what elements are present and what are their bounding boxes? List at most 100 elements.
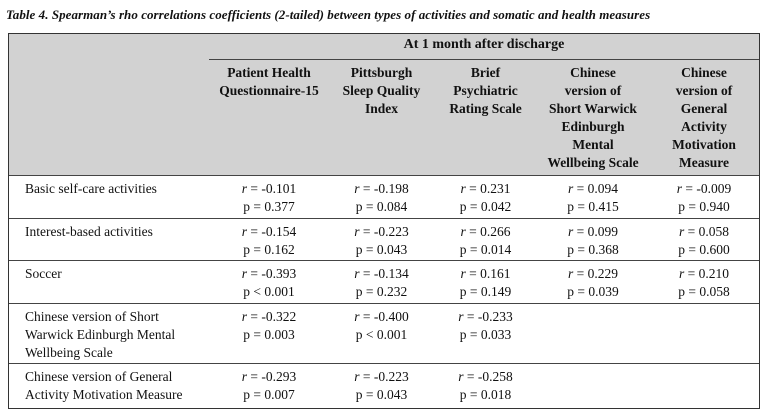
r-symbol: r [458, 369, 464, 384]
p-value: p = 0.018 [459, 387, 512, 402]
r-value: r = -0.233 [434, 308, 537, 326]
column-header-line: General [680, 101, 728, 116]
r-number: = 0.266 [465, 224, 511, 239]
r-symbol: r [567, 181, 574, 196]
column-header-line: Short Warwick [549, 101, 637, 116]
r-symbol: r [676, 181, 683, 196]
table-cell: r = 0.161 p = 0.149 [434, 265, 537, 301]
r-number: = 0.094 [573, 181, 618, 196]
table-cell: r = -0.322 p = 0.003 [209, 308, 329, 344]
r-symbol: r [354, 224, 360, 239]
column-header-line: Wellbeing Scale [547, 155, 639, 170]
column-header-5: Chinese version of General Activity Motivati… [649, 64, 759, 172]
column-header-line: Sleep Quality [342, 83, 421, 98]
row-rule [9, 218, 759, 219]
r-value: r = -0.101 [209, 180, 329, 198]
table-cell: r = -0.009 p = 0.940 [649, 180, 759, 216]
p-value: p = 0.940 [678, 199, 730, 214]
r-value: r = -0.293 [209, 368, 329, 386]
table-cell: r = -0.258 p = 0.018 [434, 368, 537, 404]
row-label: Chinese version of Short Warwick Edinburg… [25, 308, 205, 362]
column-header-line: Index [364, 101, 398, 116]
r-number: = -0.154 [247, 224, 297, 239]
p-value: p = 0.014 [459, 242, 512, 257]
r-number: = -0.134 [359, 266, 409, 281]
r-number: = 0.210 [684, 266, 729, 281]
r-number: = -0.393 [247, 266, 297, 281]
r-symbol: r [354, 266, 360, 281]
column-header-line: Questionnaire-15 [219, 83, 319, 98]
p-value: p = 0.415 [567, 199, 619, 214]
column-header-line: Patient Health [227, 65, 311, 80]
r-number: = -0.322 [247, 309, 297, 324]
column-header-4: Chinese version of Short Warwick Edinburgh M… [537, 64, 649, 172]
p-value: p = 0.003 [243, 327, 295, 342]
table-cell: r = 0.229 p = 0.039 [537, 265, 649, 301]
r-symbol: r [354, 369, 360, 384]
r-symbol: r [241, 309, 248, 324]
r-value: r = 0.094 [537, 180, 649, 198]
r-symbol: r [241, 181, 248, 196]
p-value: p = 0.232 [355, 284, 408, 299]
table-cell: r = -0.393 p < 0.001 [209, 265, 329, 301]
table-cell: r = 0.099 p = 0.368 [537, 223, 649, 259]
r-symbol: r [241, 369, 248, 384]
r-value: r = -0.223 [329, 223, 434, 241]
row-rule [9, 260, 759, 261]
r-number: = 0.161 [465, 266, 511, 281]
column-header-1: Patient Health Questionnaire-15 [209, 64, 329, 100]
r-value: r = -0.223 [329, 368, 434, 386]
r-symbol: r [678, 224, 685, 239]
row-label-line: Soccer [25, 266, 62, 281]
p-value: p = 0.162 [243, 242, 295, 257]
p-value: p = 0.043 [355, 242, 408, 257]
r-value: r = -0.393 [209, 265, 329, 283]
r-symbol: r [460, 181, 466, 196]
row-label: Soccer [25, 265, 205, 283]
table-cell: r = -0.400 p < 0.001 [329, 308, 434, 344]
table-cell: r = 0.058 p = 0.600 [649, 223, 759, 259]
row-label-line: Chinese version of Short [25, 309, 159, 324]
row-label-line: Basic self-care activities [25, 181, 157, 196]
row-label-line: Wellbeing Scale [25, 345, 113, 360]
group-header: At 1 month after discharge [403, 37, 565, 52]
r-number: = 0.231 [465, 181, 511, 196]
column-header-line: Pittsburgh [350, 65, 413, 80]
r-value: r = 0.161 [434, 265, 537, 283]
column-header-line: Edinburgh [561, 119, 625, 134]
r-number: = -0.400 [359, 309, 409, 324]
r-value: r = -0.258 [434, 368, 537, 386]
r-number: = -0.223 [359, 224, 409, 239]
group-header-rule [209, 59, 759, 60]
r-symbol: r [458, 309, 464, 324]
table-cell: r = -0.101 p = 0.377 [209, 180, 329, 216]
r-number: = 0.058 [684, 224, 729, 239]
r-value: r = -0.400 [329, 308, 434, 326]
column-header-line: Psychiatric [453, 83, 518, 98]
p-value: p = 0.043 [355, 387, 408, 402]
row-label-line: Warwick Edinburgh Mental [25, 327, 176, 342]
column-header-line: Mental [572, 137, 614, 152]
column-header-line: Activity [681, 119, 727, 134]
r-symbol: r [678, 266, 685, 281]
p-value: p = 0.058 [678, 284, 730, 299]
r-symbol: r [241, 266, 248, 281]
r-symbol: r [460, 224, 466, 239]
p-value: p = 0.377 [243, 199, 295, 214]
table-caption: Table 4. Spearman’s rho correlations coe… [6, 7, 651, 22]
table-cell: r = -0.223 p = 0.043 [329, 223, 434, 259]
row-label: Basic self-care activities [25, 180, 205, 198]
table-cell: r = -0.134 p = 0.232 [329, 265, 434, 301]
row-label-line: Interest-based activities [25, 224, 153, 239]
p-value: p = 0.033 [459, 327, 512, 342]
r-number: = -0.101 [247, 181, 297, 196]
p-value: p < 0.001 [243, 284, 295, 299]
table-cell: r = -0.154 p = 0.162 [209, 223, 329, 259]
r-number: = -0.258 [463, 369, 513, 384]
p-value: p = 0.007 [243, 387, 295, 402]
r-value: r = 0.210 [649, 265, 759, 283]
row-label-line: Chinese version of General [25, 369, 173, 384]
table-cell: r = 0.266 p = 0.014 [434, 223, 537, 259]
table-header-band [9, 34, 759, 176]
table-cell: r = -0.293 p = 0.007 [209, 368, 329, 404]
